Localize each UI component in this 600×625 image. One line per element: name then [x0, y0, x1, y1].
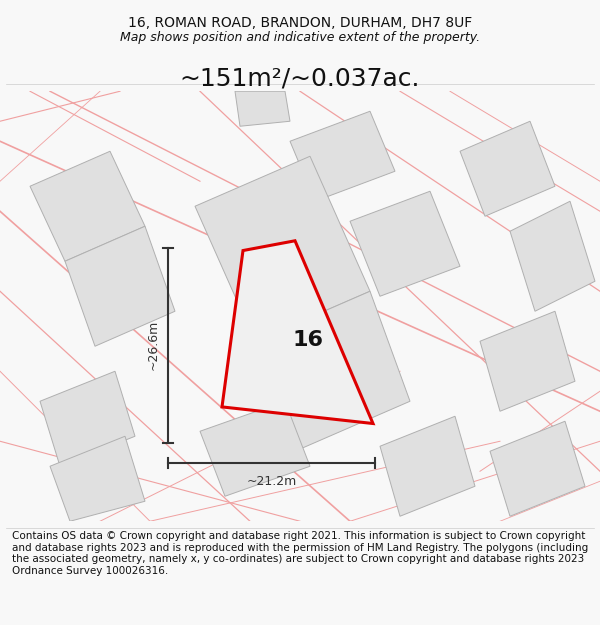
Text: Contains OS data © Crown copyright and database right 2021. This information is : Contains OS data © Crown copyright and d… — [12, 531, 588, 576]
Polygon shape — [480, 311, 575, 411]
Text: ~26.6m: ~26.6m — [147, 320, 160, 371]
Polygon shape — [490, 421, 585, 516]
Polygon shape — [50, 436, 145, 521]
Text: Map shows position and indicative extent of the property.: Map shows position and indicative extent… — [120, 31, 480, 44]
Polygon shape — [30, 151, 145, 261]
Polygon shape — [510, 201, 595, 311]
Polygon shape — [222, 241, 373, 424]
Text: 16, ROMAN ROAD, BRANDON, DURHAM, DH7 8UF: 16, ROMAN ROAD, BRANDON, DURHAM, DH7 8UF — [128, 16, 472, 30]
Polygon shape — [255, 291, 410, 451]
Polygon shape — [290, 111, 395, 201]
Polygon shape — [460, 121, 555, 216]
Polygon shape — [40, 371, 135, 466]
Text: 16: 16 — [293, 331, 324, 351]
Polygon shape — [65, 226, 175, 346]
Text: ~21.2m: ~21.2m — [247, 474, 296, 488]
Polygon shape — [350, 191, 460, 296]
Polygon shape — [380, 416, 475, 516]
Polygon shape — [195, 156, 370, 341]
Polygon shape — [235, 91, 290, 126]
Polygon shape — [200, 401, 310, 496]
Text: ~151m²/~0.037ac.: ~151m²/~0.037ac. — [180, 66, 420, 90]
